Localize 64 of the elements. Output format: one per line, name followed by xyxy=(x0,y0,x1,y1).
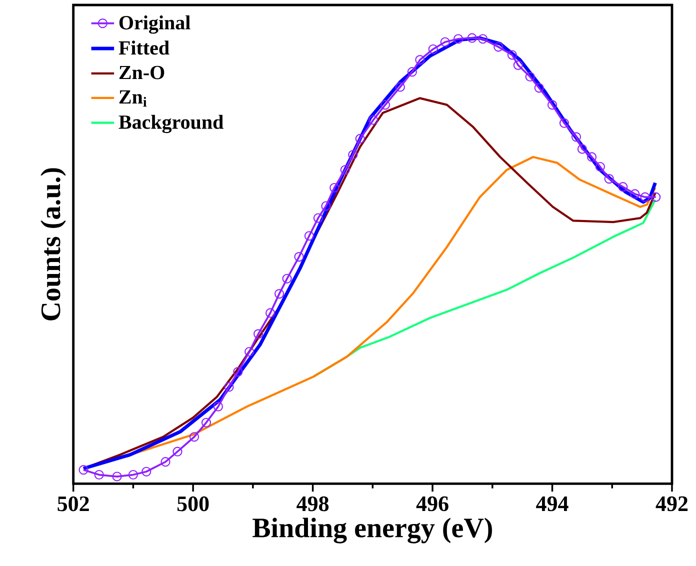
point xyxy=(453,34,464,44)
x-tick-label: 502 xyxy=(58,496,89,512)
point xyxy=(618,182,628,192)
point xyxy=(513,60,523,70)
point xyxy=(265,308,276,318)
point xyxy=(467,33,477,43)
x-tick-label: 500 xyxy=(177,496,209,512)
point xyxy=(340,165,350,175)
x-tick-label: 494 xyxy=(536,496,568,512)
point xyxy=(559,118,570,128)
point xyxy=(321,201,331,211)
point xyxy=(534,83,544,93)
point xyxy=(282,274,292,284)
point xyxy=(348,150,358,160)
point xyxy=(630,189,640,199)
legend-label: Fitted xyxy=(118,40,170,55)
point xyxy=(224,382,234,392)
point xyxy=(428,44,438,54)
legend-label: Background xyxy=(118,114,224,134)
point xyxy=(640,192,650,202)
point xyxy=(577,144,587,154)
point xyxy=(380,100,390,110)
point xyxy=(440,37,450,47)
point xyxy=(94,470,104,480)
point xyxy=(330,183,340,193)
legend-label: Zn-O xyxy=(119,66,164,80)
point xyxy=(595,162,605,172)
point xyxy=(368,115,378,125)
point xyxy=(547,100,558,110)
point xyxy=(142,466,152,477)
point xyxy=(201,418,212,428)
point xyxy=(651,192,661,202)
point xyxy=(233,367,243,377)
point xyxy=(78,465,88,475)
x-axis-title: Binding energy (eV) xyxy=(252,518,492,544)
point xyxy=(244,347,254,357)
point xyxy=(494,42,504,52)
point xyxy=(128,470,138,480)
legend-label: Zn$_{i}$ xyxy=(119,90,147,107)
point xyxy=(254,329,264,339)
point xyxy=(525,72,535,82)
point xyxy=(213,402,224,412)
point xyxy=(313,213,323,223)
point xyxy=(604,174,614,184)
point xyxy=(172,446,182,457)
x-tick-label: 498 xyxy=(296,496,329,512)
point xyxy=(415,55,425,65)
y-axis-title: Counts (a.u.) xyxy=(40,168,66,321)
point xyxy=(160,457,170,467)
point xyxy=(571,132,582,142)
legend-label: Original xyxy=(119,16,190,34)
point xyxy=(355,134,365,144)
point xyxy=(274,289,284,299)
point xyxy=(395,82,405,92)
point xyxy=(407,67,417,77)
point xyxy=(189,432,200,442)
point xyxy=(507,50,517,60)
point xyxy=(294,252,304,262)
point xyxy=(112,472,122,482)
point xyxy=(586,152,597,162)
x-tick-label: 492 xyxy=(656,496,688,512)
point xyxy=(304,231,314,241)
point xyxy=(478,34,488,44)
x-tick-label: 496 xyxy=(416,496,448,512)
